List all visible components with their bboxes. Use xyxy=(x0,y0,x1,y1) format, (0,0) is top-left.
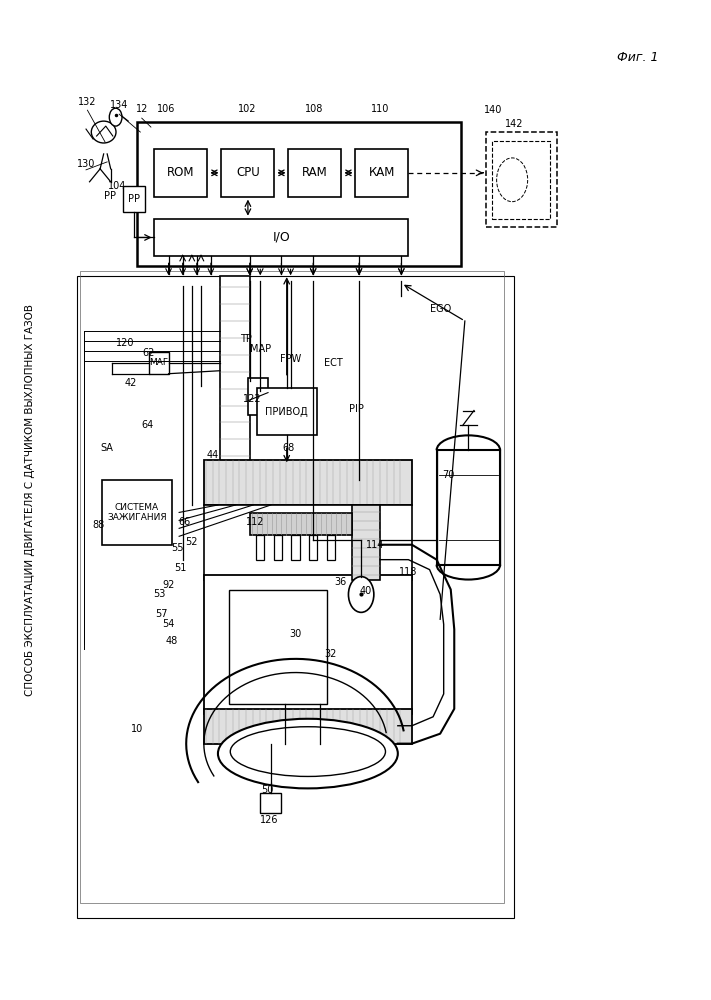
Bar xyxy=(123,186,145,212)
Text: 48: 48 xyxy=(166,636,178,646)
Bar xyxy=(250,513,352,535)
Text: 70: 70 xyxy=(442,470,455,480)
Text: 122: 122 xyxy=(242,394,261,404)
Text: 30: 30 xyxy=(289,629,301,639)
Bar xyxy=(486,132,557,227)
Text: 118: 118 xyxy=(399,567,417,577)
Bar xyxy=(149,352,169,374)
Text: 108: 108 xyxy=(306,104,324,114)
Text: ПРИВОД: ПРИВОД xyxy=(265,406,308,417)
Text: 110: 110 xyxy=(371,104,390,114)
Circle shape xyxy=(109,108,122,126)
Text: RAM: RAM xyxy=(302,166,328,179)
Text: 142: 142 xyxy=(505,119,523,129)
Text: 112: 112 xyxy=(246,517,264,527)
Text: SA: SA xyxy=(100,443,113,453)
Text: 32: 32 xyxy=(325,649,337,659)
Text: 50: 50 xyxy=(261,785,274,795)
Text: Фиг. 1: Фиг. 1 xyxy=(617,51,658,64)
Bar xyxy=(491,141,550,219)
Text: FPW: FPW xyxy=(280,354,301,364)
Bar xyxy=(326,535,335,560)
Bar xyxy=(256,535,264,560)
Bar xyxy=(154,149,208,197)
Text: PP: PP xyxy=(128,194,140,204)
Text: 51: 51 xyxy=(174,563,187,573)
Bar xyxy=(257,388,316,435)
Text: 57: 57 xyxy=(155,609,168,619)
Text: 54: 54 xyxy=(162,619,175,629)
Bar xyxy=(437,450,500,565)
Text: 10: 10 xyxy=(131,724,143,734)
Bar xyxy=(102,480,172,545)
Bar xyxy=(352,505,380,580)
Text: ECT: ECT xyxy=(324,358,342,368)
Text: 42: 42 xyxy=(125,378,137,388)
Text: 12: 12 xyxy=(136,104,148,114)
Circle shape xyxy=(496,158,528,202)
Bar xyxy=(204,575,412,714)
Bar xyxy=(204,505,412,580)
Text: 62: 62 xyxy=(143,348,155,358)
Text: PP: PP xyxy=(104,191,116,201)
Text: СИСТЕМА
ЗАЖИГАНИЯ: СИСТЕМА ЗАЖИГАНИЯ xyxy=(107,503,166,522)
Bar xyxy=(80,271,503,903)
Text: 88: 88 xyxy=(92,520,104,530)
Text: 92: 92 xyxy=(162,580,175,590)
Bar xyxy=(154,219,408,256)
Text: MAP: MAP xyxy=(250,344,271,354)
Text: CPU: CPU xyxy=(236,166,260,179)
Bar xyxy=(221,149,274,197)
Text: 66: 66 xyxy=(178,517,191,527)
Text: ROM: ROM xyxy=(167,166,195,179)
Bar xyxy=(77,276,514,918)
Text: 102: 102 xyxy=(238,104,257,114)
Text: 120: 120 xyxy=(116,338,134,348)
Bar xyxy=(220,276,250,580)
Text: 114: 114 xyxy=(366,540,385,550)
Text: 130: 130 xyxy=(77,159,95,169)
Text: PIP: PIP xyxy=(350,404,364,414)
Bar xyxy=(204,709,412,744)
Bar xyxy=(260,793,282,813)
Bar xyxy=(248,378,268,415)
Text: 140: 140 xyxy=(484,105,502,115)
Text: 44: 44 xyxy=(207,450,219,460)
Text: 52: 52 xyxy=(186,537,198,547)
Text: 104: 104 xyxy=(108,181,127,191)
Circle shape xyxy=(348,577,374,612)
Ellipse shape xyxy=(91,121,116,143)
Bar xyxy=(228,589,327,704)
Text: I/O: I/O xyxy=(272,231,290,244)
Text: КАМ: КАМ xyxy=(369,166,395,179)
Text: 55: 55 xyxy=(171,543,184,553)
Text: TP: TP xyxy=(240,334,252,344)
Text: 36: 36 xyxy=(334,577,346,587)
Bar xyxy=(289,149,341,197)
Text: MAF: MAF xyxy=(149,358,169,367)
Bar xyxy=(204,460,412,505)
Text: 64: 64 xyxy=(141,420,154,430)
Text: 68: 68 xyxy=(282,443,294,453)
Ellipse shape xyxy=(230,727,385,776)
Text: EGO: EGO xyxy=(429,304,451,314)
Bar xyxy=(137,122,461,266)
Text: 40: 40 xyxy=(360,586,372,596)
Bar xyxy=(274,535,282,560)
Text: 53: 53 xyxy=(153,589,166,599)
Bar xyxy=(309,535,317,560)
Text: 134: 134 xyxy=(110,100,129,110)
Bar xyxy=(356,149,408,197)
Ellipse shape xyxy=(218,719,398,788)
Text: 132: 132 xyxy=(78,97,97,107)
Text: СПОСОБ ЭКСПЛУАТАЦИИ ДВИГАТЕЛЯ С ДАТЧИКОМ ВЫХЛОПНЫХ ГАЗОВ: СПОСОБ ЭКСПЛУАТАЦИИ ДВИГАТЕЛЯ С ДАТЧИКОМ… xyxy=(25,304,35,696)
Text: 126: 126 xyxy=(260,815,279,825)
Bar xyxy=(292,535,300,560)
Text: 106: 106 xyxy=(157,104,176,114)
